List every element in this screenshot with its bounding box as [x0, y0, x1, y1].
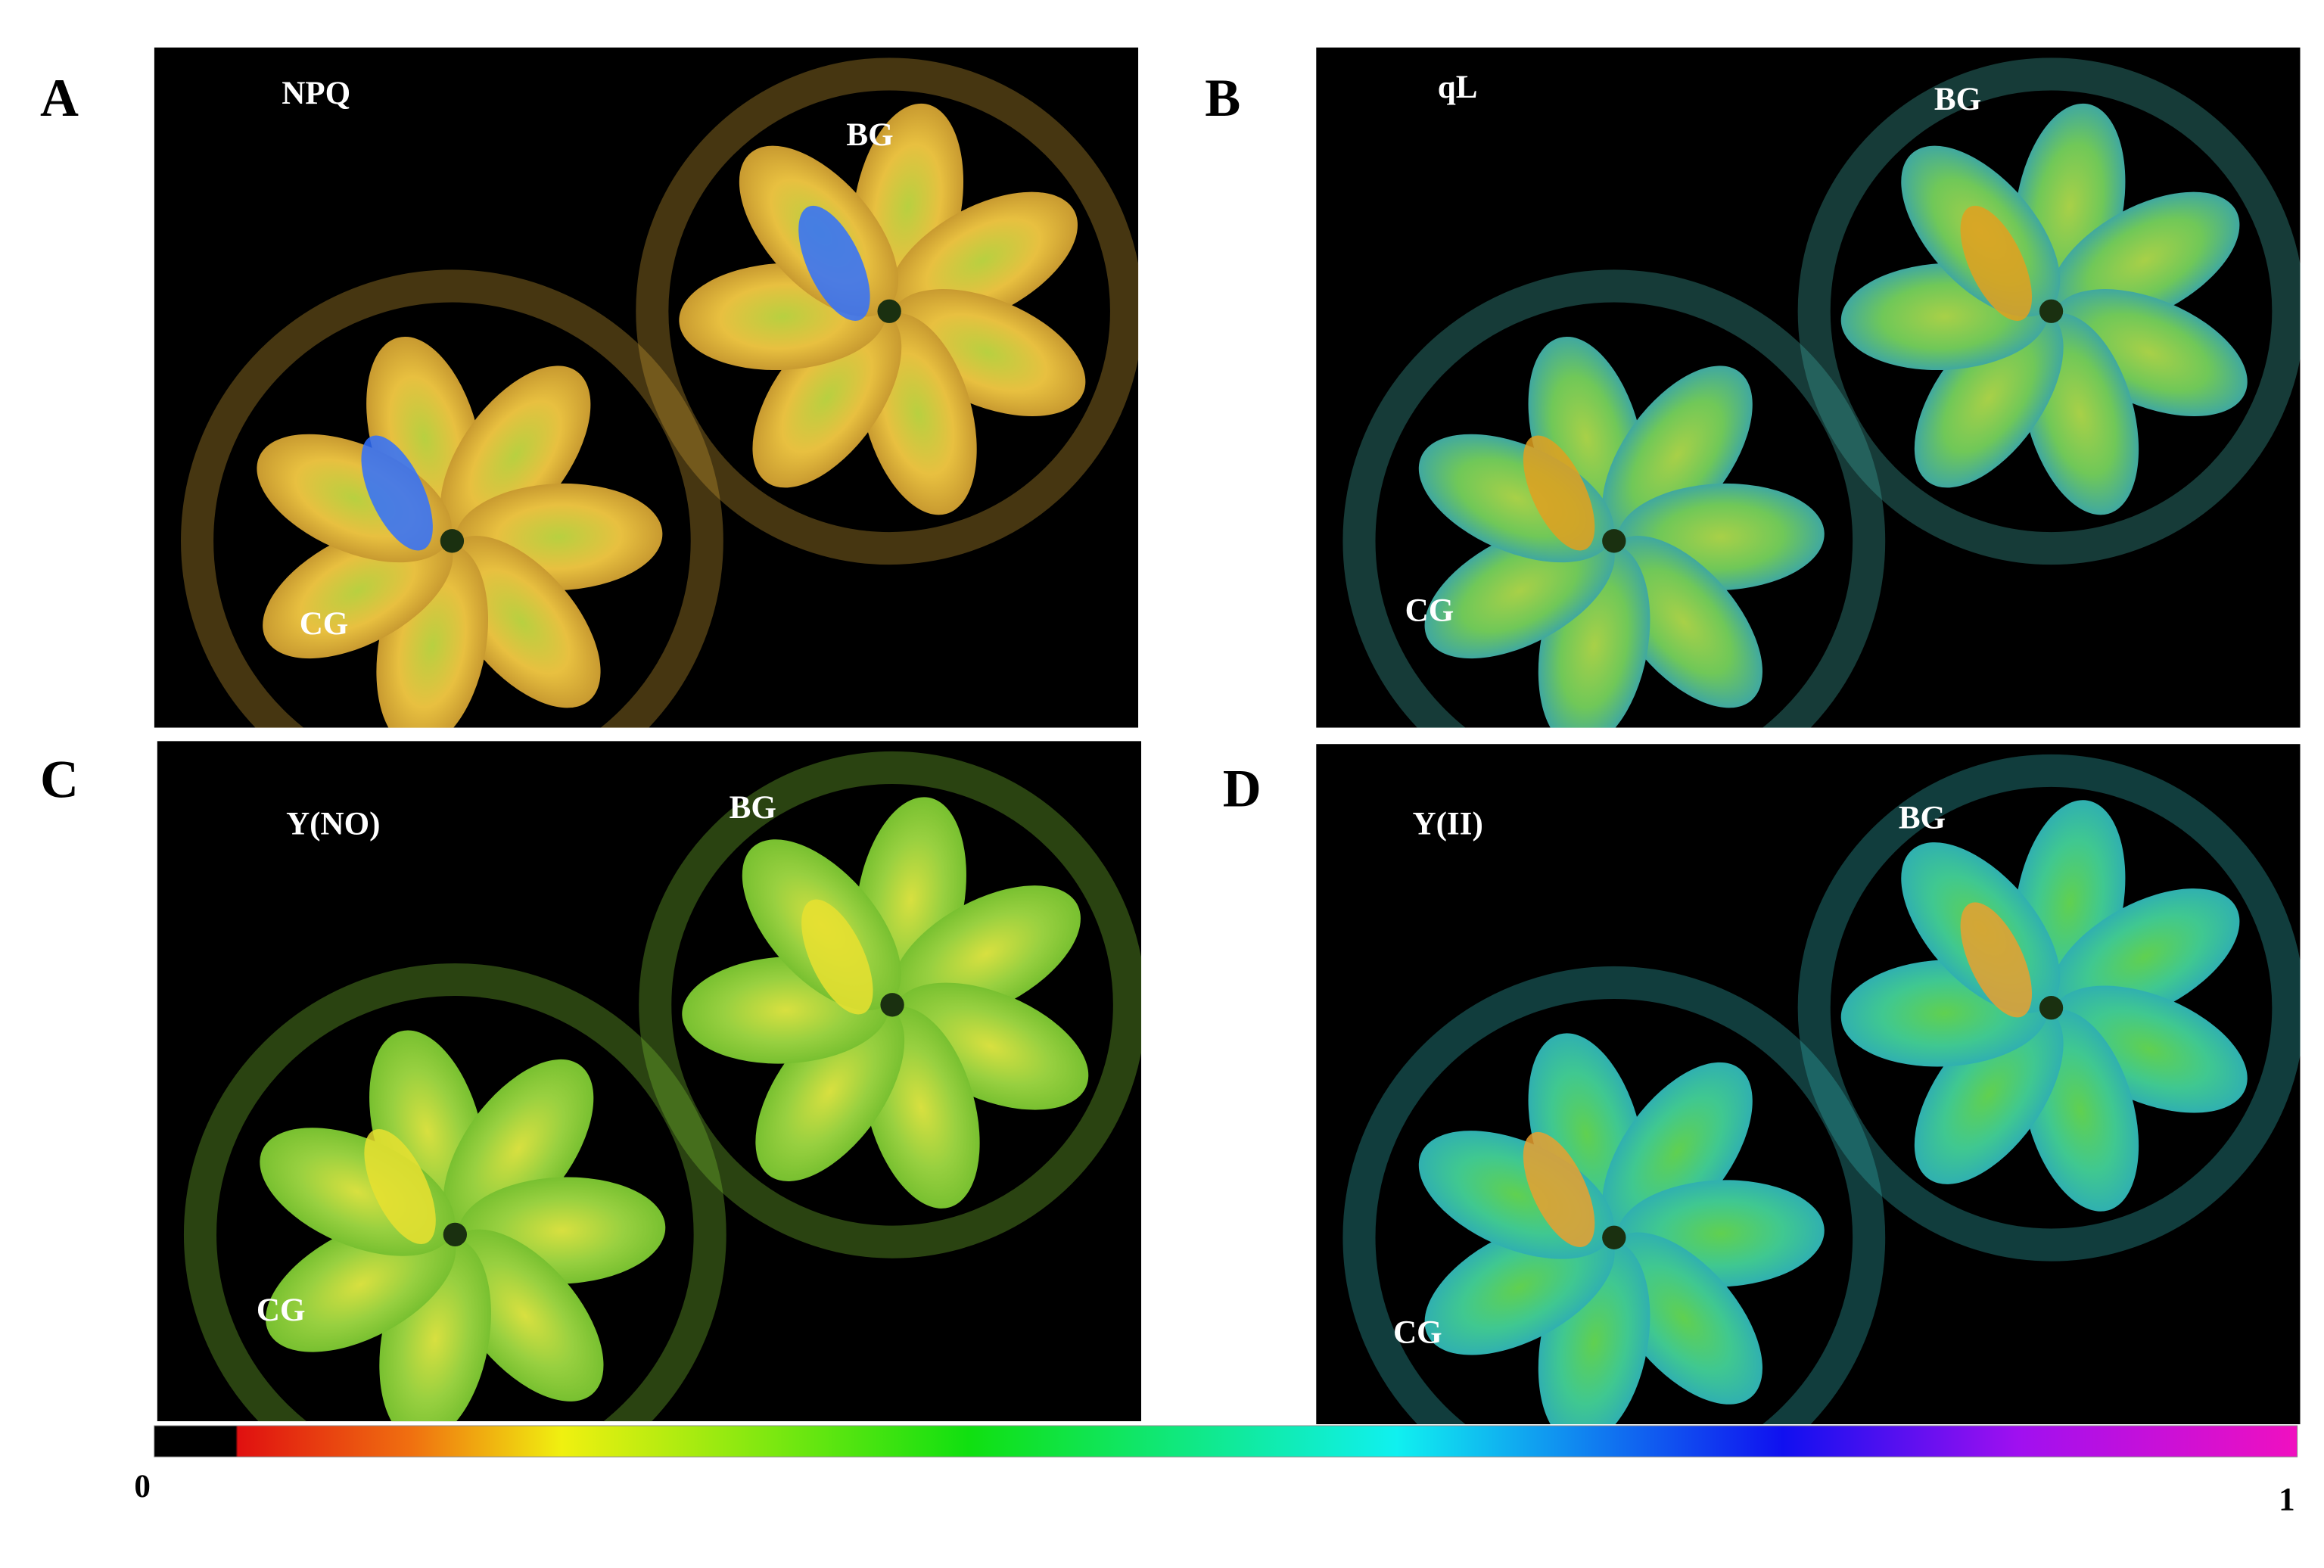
rosette-center	[440, 529, 465, 553]
panel-image	[157, 741, 1142, 1422]
plant-label: CG	[1405, 593, 1454, 629]
pot-ring	[639, 751, 1142, 1258]
plant-label: BG	[1899, 801, 1946, 836]
panel-letter: B	[1205, 69, 1240, 128]
leaf	[440, 366, 591, 545]
parameter-label: Y(NO)	[286, 807, 380, 842]
colorbar-max: 1	[2279, 1482, 2295, 1518]
leaf	[1914, 308, 2064, 488]
young-leaf	[361, 435, 433, 551]
young-leaf	[364, 1129, 436, 1245]
panel-image	[1316, 47, 2301, 728]
pot-ring	[181, 269, 723, 728]
pot-ring	[636, 58, 1139, 565]
plant-label: BG	[730, 790, 776, 826]
panel-image	[1316, 744, 2301, 1425]
young-leaf	[1960, 205, 2033, 321]
young-leaf	[1523, 435, 1595, 551]
leaf	[1602, 366, 1753, 545]
panel: Y(II) BG CG	[1316, 744, 2301, 1425]
plant-label: BG	[1934, 82, 1981, 117]
parameter-label: qL	[1438, 70, 1478, 105]
rosette-center	[880, 993, 904, 1017]
colorbar-min: 0	[134, 1469, 151, 1504]
pot-ring	[1797, 58, 2301, 565]
pot-ring	[1342, 966, 1886, 1425]
rosette-center	[1602, 1225, 1626, 1249]
pot-ring	[1342, 269, 1886, 728]
panel: qL BG CG	[1316, 47, 2301, 728]
panel-letter: A	[40, 69, 79, 128]
young-leaf	[801, 899, 873, 1015]
pot-ring	[184, 963, 726, 1422]
leaf	[752, 308, 902, 488]
panel: NPQ BG CG	[154, 47, 1139, 728]
parameter-label: Y(II)	[1412, 807, 1482, 842]
rosette-center	[2039, 996, 2064, 1020]
panel-letter: D	[1223, 759, 1262, 818]
rosette-center	[1602, 529, 1626, 553]
panel-image	[154, 47, 1139, 728]
colorbar	[154, 1425, 2298, 1458]
rosette-center	[877, 299, 901, 323]
panel-letter: C	[40, 751, 79, 810]
rosette-center	[443, 1222, 468, 1247]
leaf	[1602, 1062, 1753, 1241]
leaf	[1914, 1004, 2064, 1184]
plant-label: BG	[846, 117, 893, 153]
leaf	[443, 1059, 594, 1238]
young-leaf	[1523, 1131, 1595, 1247]
rosette-center	[2039, 299, 2064, 323]
plant-label: CG	[1393, 1314, 1442, 1350]
pot-ring	[1797, 754, 2301, 1262]
plant-label: CG	[300, 606, 349, 642]
plant-label: CG	[257, 1293, 306, 1328]
leaf	[755, 1001, 905, 1181]
young-leaf	[1960, 902, 2033, 1018]
panel: Y(NO) BG CG	[157, 741, 1142, 1422]
parameter-label: NPQ	[282, 76, 350, 111]
young-leaf	[798, 205, 870, 321]
